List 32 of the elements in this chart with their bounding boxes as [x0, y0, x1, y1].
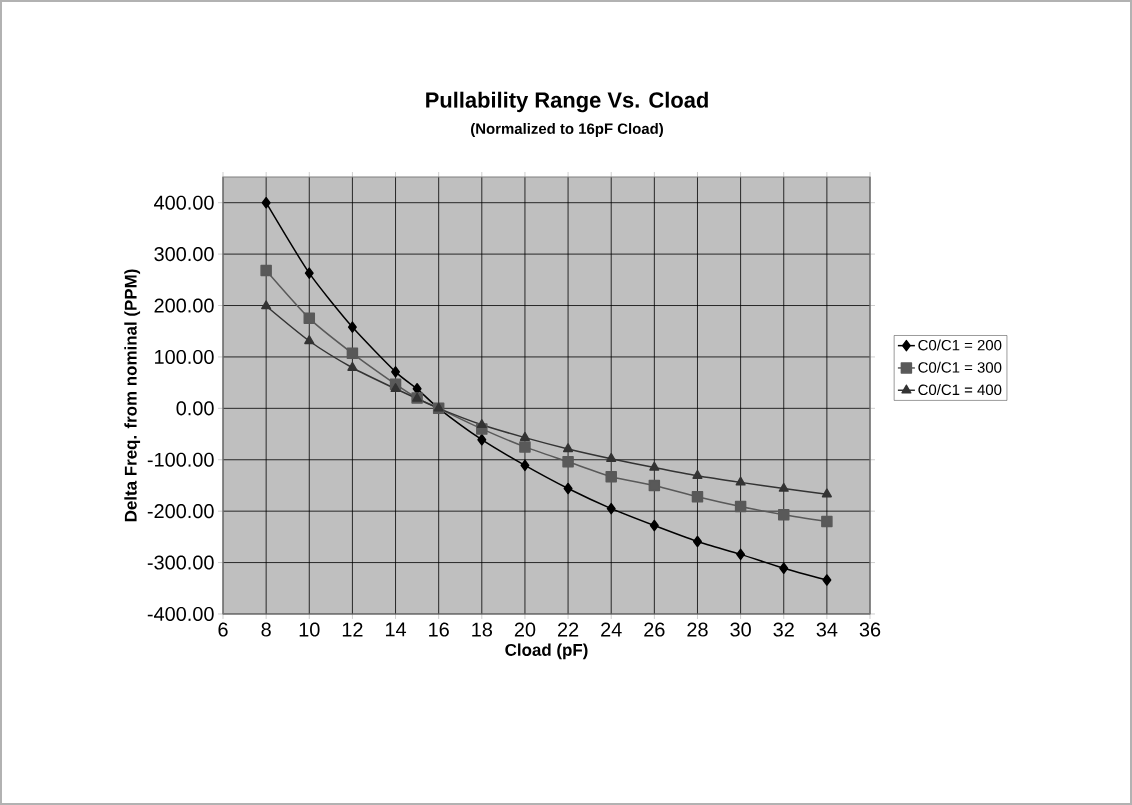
y-axis-title: Delta Freq. from nominal (PPM): [124, 269, 141, 522]
x-tick-label: 36: [859, 622, 881, 637]
y-tick-label: 400.00: [154, 195, 214, 210]
x-tick-label: 20: [514, 622, 536, 637]
y-tick-label: -200.00: [147, 504, 214, 519]
y-tick-label: -400.00: [147, 606, 214, 622]
x-tick-label: 12: [342, 622, 363, 637]
x-tick-label: 30: [730, 622, 751, 637]
y-tick-label: 300.00: [154, 247, 214, 262]
legend-label: C0/C1 = 400: [918, 384, 1002, 396]
x-tick-label: 24: [601, 622, 622, 637]
x-tick-label: 22: [558, 622, 579, 637]
x-tick-label: 28: [687, 622, 708, 637]
x-tick-label: 6: [218, 622, 228, 637]
legend-label: C0/C1 = 200: [918, 339, 1002, 351]
x-tick-label: 26: [644, 622, 665, 637]
chart-subtitle: (Normalized to 16pF Cload): [471, 123, 663, 137]
y-tick-label: -300.00: [147, 555, 214, 570]
y-tick-label: 0.00: [176, 401, 214, 416]
x-tick-label: 14: [385, 622, 407, 637]
x-tick-label: 16: [429, 622, 449, 637]
y-tick-label: 100.00: [155, 349, 214, 364]
x-tick-label: 32: [773, 622, 794, 637]
x-tick-label: 34: [816, 622, 838, 637]
y-tick-label: 200.00: [154, 298, 214, 313]
chart-title: Pullability Range Vs. Cload: [426, 91, 708, 113]
x-tick-label: 10: [299, 622, 320, 637]
legend-label: C0/C1 = 300: [918, 361, 1002, 373]
x-tick-label: 8: [261, 622, 271, 637]
x-axis-title: Cload (pF): [505, 643, 588, 660]
y-tick-label: -100.00: [147, 452, 214, 467]
x-tick-label: 18: [472, 622, 493, 637]
